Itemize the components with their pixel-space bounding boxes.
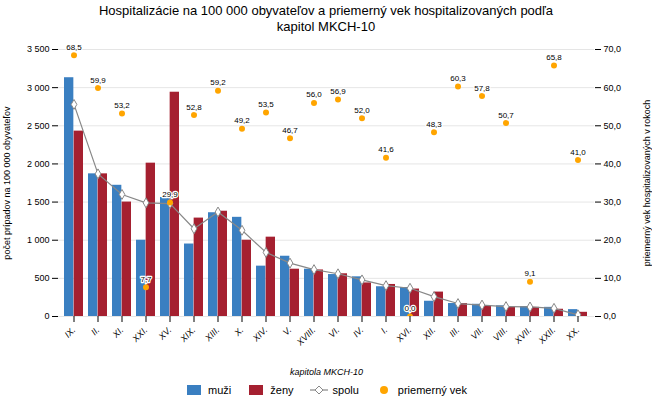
svg-text:56,0: 56,0 (306, 90, 322, 99)
svg-text:VI.: VI. (327, 325, 342, 340)
html-text:spolu: spolu (332, 384, 359, 396)
svg-text:10,0: 10,0 (604, 273, 622, 283)
svg-text:0,0: 0,0 (404, 304, 416, 313)
svg-text:XVIII.: XVIII. (294, 325, 317, 348)
html-text:Hospitalizácie na 100 000 obyv: Hospitalizácie na 100 000 obyvateľov a p… (98, 3, 554, 34)
svg-text:X.: X. (232, 325, 246, 339)
svg-text:50,0: 50,0 (604, 121, 622, 131)
svg-text:V.: V. (281, 325, 294, 338)
svg-text:500: 500 (34, 273, 49, 283)
svg-text:XII.: XII. (420, 325, 437, 342)
svg-text:počet prípadov na 100 000 obyv: počet prípadov na 100 000 obyvateľov (2, 106, 12, 260)
svg-text:56,9: 56,9 (330, 87, 346, 96)
svg-text:XIII.: XIII. (202, 325, 221, 344)
svg-text:53,5: 53,5 (258, 100, 274, 109)
svg-text:kapitola MKCH-10: kapitola MKCH-10 (290, 367, 363, 377)
svg-text:IX.: IX. (63, 325, 78, 340)
svg-text:53,2: 53,2 (114, 101, 130, 110)
svg-text:50,7: 50,7 (498, 111, 514, 120)
svg-text:49,2: 49,2 (234, 116, 250, 125)
svg-text:68,5: 68,5 (66, 43, 82, 52)
svg-text:40,0: 40,0 (604, 159, 622, 169)
svg-text:41,6: 41,6 (378, 145, 394, 154)
svg-text:30,0: 30,0 (604, 197, 622, 207)
svg-text:46,7: 46,7 (282, 126, 298, 135)
svg-text:VII.: VII. (469, 325, 486, 342)
svg-text:52,0: 52,0 (354, 106, 370, 115)
svg-text:0,0: 0,0 (604, 311, 617, 321)
svg-text:29,9: 29,9 (162, 190, 178, 199)
svg-text:XIX.: XIX. (178, 325, 198, 345)
svg-text:VIII.: VIII. (491, 325, 509, 343)
svg-text:59,2: 59,2 (210, 78, 226, 87)
svg-text:2 000: 2 000 (27, 159, 50, 169)
svg-text:XXII.: XXII. (536, 325, 558, 347)
svg-text:IV.: IV. (351, 325, 365, 339)
svg-text:II.: II. (89, 325, 101, 337)
svg-text:20,0: 20,0 (604, 235, 622, 245)
svg-text:2 500: 2 500 (27, 121, 50, 131)
svg-text:XX.: XX. (563, 325, 581, 343)
svg-text:52,8: 52,8 (186, 103, 202, 112)
svg-text:XXI.: XXI. (130, 325, 150, 345)
svg-text:XVII.: XVII. (512, 325, 534, 347)
svg-text:I.: I. (379, 325, 390, 336)
html-text:muži: muži (208, 384, 232, 396)
svg-text:3 500: 3 500 (27, 44, 50, 54)
svg-text:65,8: 65,8 (546, 53, 562, 62)
svg-text:48,3: 48,3 (426, 120, 442, 129)
svg-text:3 000: 3 000 (27, 83, 50, 93)
svg-text:1 000: 1 000 (27, 235, 50, 245)
svg-text:priemerný vek hospitalizovanýc: priemerný vek hospitalizovaných v rokoch (642, 100, 652, 267)
svg-text:XIV.: XIV. (250, 325, 269, 344)
html-text:priemerný vek: priemerný vek (397, 384, 467, 396)
svg-text:1 500: 1 500 (27, 197, 50, 207)
svg-text:XVI.: XVI. (394, 325, 414, 345)
html-text:ženy: ženy (270, 384, 294, 396)
svg-text:XI.: XI. (110, 325, 126, 341)
svg-text:41,0: 41,0 (570, 148, 586, 157)
svg-text:57,8: 57,8 (474, 84, 490, 93)
svg-text:70,0: 70,0 (604, 44, 622, 54)
svg-text:7,7: 7,7 (140, 275, 152, 284)
svg-text:60,0: 60,0 (604, 83, 622, 93)
svg-text:60,3: 60,3 (450, 74, 466, 83)
svg-text:0: 0 (44, 311, 49, 321)
svg-text:9,1: 9,1 (524, 269, 536, 278)
svg-text:XV.: XV. (156, 325, 174, 343)
svg-text:III.: III. (447, 325, 461, 339)
svg-text:59,9: 59,9 (90, 76, 106, 85)
